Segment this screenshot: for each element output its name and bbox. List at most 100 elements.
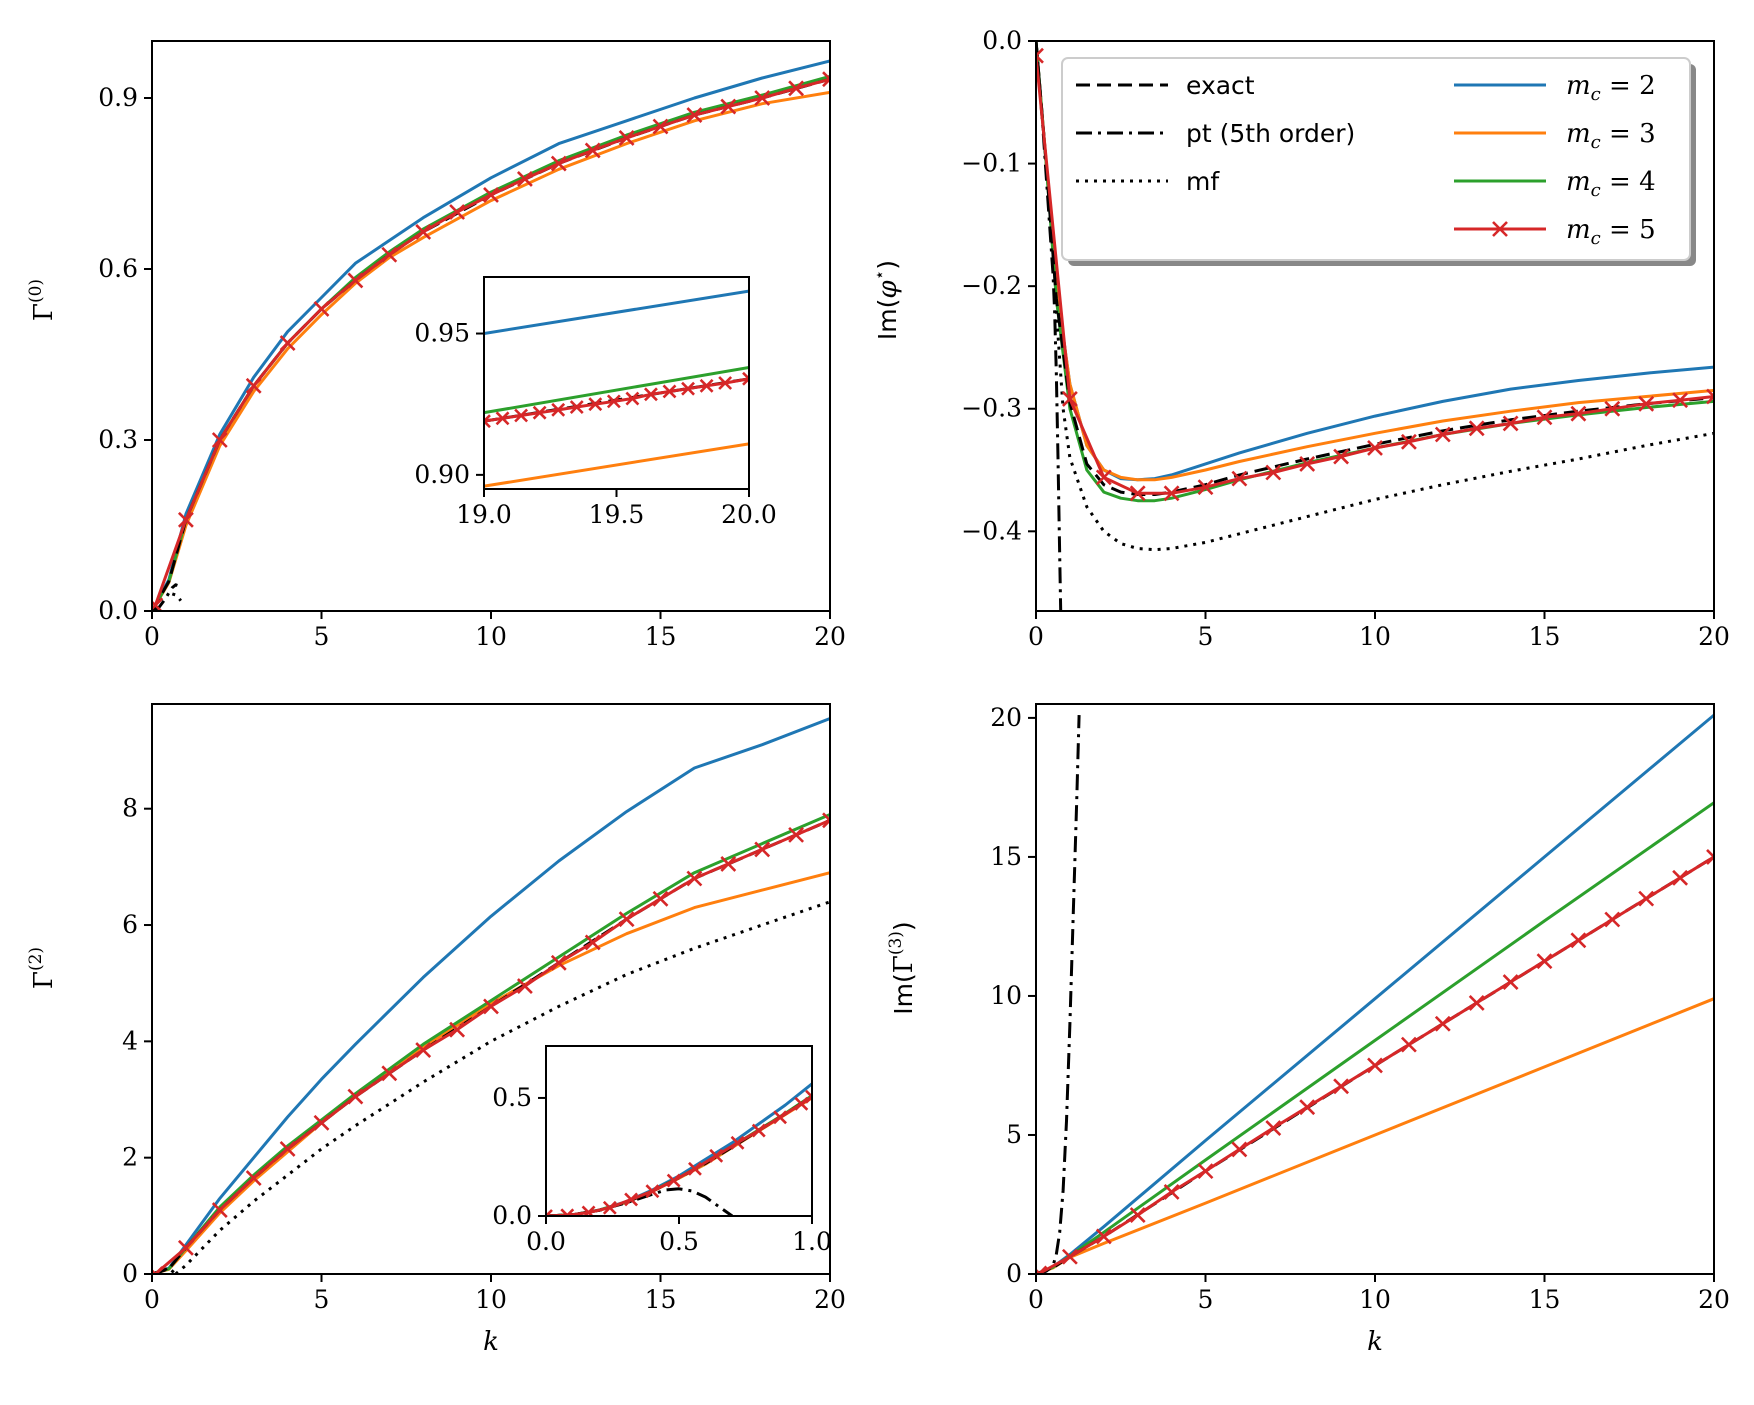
series-m5-marker [1638,890,1655,907]
marker-stroke [1163,1184,1180,1200]
marker-stroke [484,419,491,429]
axes-frame [151,703,831,1275]
marker-stroke [1061,391,1078,407]
marker-stroke [516,978,533,995]
marker-stroke [618,911,635,928]
series-m5-marker [1163,1184,1180,1200]
marker-stroke [773,1110,787,1125]
series-m5-marker [381,246,398,263]
inset-axes: 19.0 19.5 20.0 0.90 0.95 [414,276,777,529]
series-m5-marker [652,890,669,907]
marker-stroke [754,841,771,858]
marker-stroke [245,1170,262,1186]
series-m5-marker [152,597,164,611]
x-tick-label: 5 [1198,622,1214,651]
series-m5-marker [788,80,805,97]
marker-stroke [1672,869,1689,886]
series-m5-marker [483,998,499,1015]
marker-stroke [1400,1036,1417,1053]
legend-label-m4: mc = 4 [1566,167,1656,201]
y-tick-label: 15 [990,842,1022,871]
series-mf-line [174,900,830,1274]
panel-top-right: 0 5 10 15 20 0.0 −0.1 −0.2 −0.3 −0.4 Im(φ⋆) [870,26,1730,651]
y-tick-label: 0.6 [98,254,138,283]
marker-stroke [1502,415,1519,432]
series-m5-marker [718,376,733,390]
legend-sym: m [1566,119,1591,149]
series-m4-line [484,366,749,415]
marker-stroke [347,272,364,289]
marker-stroke [645,1184,660,1199]
marker-stroke [514,408,529,423]
series-m5-marker [588,397,603,412]
series-m5-marker [581,1205,596,1216]
marker-stroke [152,597,164,611]
axes-frame [1035,40,1715,612]
series-m5-marker [1468,994,1485,1011]
series-m5-marker [1129,485,1146,502]
series-m5-marker [415,224,432,240]
marker-stroke [606,394,621,409]
series-m5-marker [1231,470,1248,487]
y-tick-label: 10 [990,981,1022,1010]
x-tick-label: 15 [1529,1285,1561,1314]
series-m5-marker [584,142,601,159]
x-tick-label: 20 [814,622,846,651]
y-axis-label: Im(φ⋆) [870,260,903,340]
marker-stroke [583,1205,596,1216]
marker-stroke [1672,392,1689,409]
ylabel-part: Im( [873,299,902,340]
marker-stroke [652,890,669,907]
marker-stroke [1061,1248,1078,1265]
series-m5-marker [1638,395,1655,412]
x-tick-label: 0 [1028,622,1044,651]
x-axis-label: k [483,1327,499,1357]
y-tick-label: 0.95 [414,319,470,348]
ylabel-part: ) [873,260,902,270]
series-m5-marker [152,1266,164,1274]
series-m5-marker [550,954,567,971]
series-m5-marker [1036,47,1044,64]
y-axis-label: Γ(2) [26,947,59,989]
marker-stroke [177,1239,194,1256]
series-m5-marker [1333,448,1350,465]
marker-stroke [1638,890,1655,907]
marker-stroke [1299,1099,1316,1116]
marker-stroke [1468,420,1485,437]
series-mf-line [171,592,182,602]
series-m5-marker [688,1161,702,1176]
series-m5-marker [1604,911,1621,928]
marker-stroke [1706,394,1714,405]
x-tick-label: 0.0 [526,1227,566,1256]
series-m5-marker [177,1239,194,1256]
y-tick-label: 0.5 [492,1083,532,1112]
marker-stroke [279,1141,296,1157]
y-tick-label: −0.4 [961,516,1022,545]
inset-frame [483,276,750,490]
y-tick-label: 0.9 [98,83,138,112]
marker-stroke [742,371,749,381]
marker-stroke [313,1114,330,1131]
marker-stroke [1434,426,1451,443]
series-m5-marker [1299,1099,1316,1116]
series-m5-marker [645,1184,660,1199]
x-tick-label: 1.0 [792,1227,832,1256]
marker-stroke [686,870,703,887]
series-m5-marker [483,186,499,203]
series-m5-marker [1095,469,1112,486]
series-pt-line [1036,41,1063,611]
marker-stroke [1265,464,1282,481]
series-m5-marker [1536,409,1553,426]
marker-stroke [688,1161,702,1176]
y-tick-label: 0 [1006,1259,1022,1288]
series-m5-marker [1367,440,1383,456]
series-m2-line [1036,713,1714,1274]
marker-stroke [666,1173,681,1188]
y-tick-label: 0 [122,1259,138,1288]
legend-label-exact: exact [1186,71,1255,100]
x-tick-label: 5 [1198,1285,1214,1314]
series-m5-marker [347,272,364,289]
series-m5-marker [484,414,491,429]
